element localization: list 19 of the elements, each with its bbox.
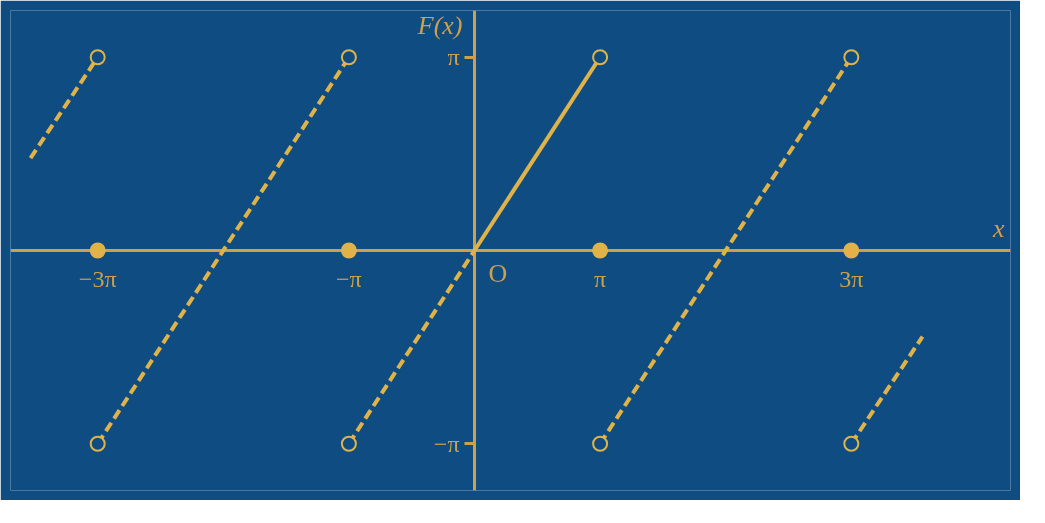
point bbox=[340, 242, 357, 259]
x-tick-label: −3π bbox=[78, 265, 117, 292]
point bbox=[843, 49, 860, 66]
point bbox=[89, 435, 106, 452]
point bbox=[592, 49, 609, 66]
point bbox=[340, 49, 357, 66]
point bbox=[89, 242, 106, 259]
point bbox=[89, 49, 106, 66]
point bbox=[592, 242, 609, 259]
point bbox=[340, 435, 357, 452]
x-tick-label: π bbox=[594, 265, 607, 292]
annotation: O bbox=[488, 258, 508, 288]
point bbox=[843, 242, 860, 259]
x-tick-label: −π bbox=[336, 265, 362, 292]
point bbox=[592, 435, 609, 452]
point bbox=[843, 435, 860, 452]
x-tick-label: 3π bbox=[839, 265, 864, 292]
y-axis-title: F(x) bbox=[416, 10, 463, 40]
x-axis-title: x bbox=[991, 213, 1005, 243]
